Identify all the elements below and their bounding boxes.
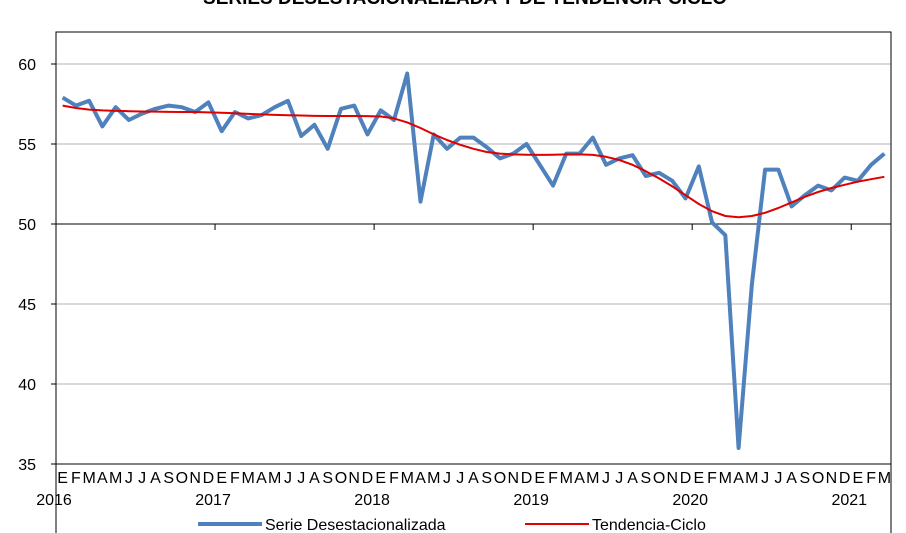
x-tick-label: F xyxy=(71,470,81,487)
x-tick-label: S xyxy=(322,470,333,487)
legend-label-tendencia: Tendencia-Ciclo xyxy=(592,517,706,533)
x-tick-label: O xyxy=(176,470,188,487)
x-tick-label: S xyxy=(481,470,492,487)
x-tick-label: D xyxy=(203,470,215,487)
x-tick-label: A xyxy=(415,470,426,487)
year-label: 2016 xyxy=(36,492,72,509)
x-tick-label: A xyxy=(256,470,267,487)
x-tick-label: F xyxy=(548,470,558,487)
x-tick-label: A xyxy=(786,470,797,487)
x-tick-label: M xyxy=(560,470,573,487)
x-tick-label: J xyxy=(443,470,451,487)
y-tick-label: 45 xyxy=(18,297,36,314)
x-tick-label: M xyxy=(109,470,122,487)
x-tick-label: J xyxy=(602,470,610,487)
y-tick-label: 60 xyxy=(18,57,36,74)
x-tick-label: A xyxy=(150,470,161,487)
x-tick-label: E xyxy=(216,470,227,487)
x-tick-label: M xyxy=(401,470,414,487)
x-tick-label: A xyxy=(309,470,320,487)
x-tick-label: S xyxy=(800,470,811,487)
x-tick-label: E xyxy=(693,470,704,487)
x-tick-label: J xyxy=(138,470,146,487)
x-tick-label: O xyxy=(653,470,665,487)
x-tick-label: M xyxy=(427,470,440,487)
x-tick-label: J xyxy=(297,470,305,487)
x-tick-label: M xyxy=(745,470,758,487)
x-tick-label: E xyxy=(853,470,864,487)
x-tick-label: M xyxy=(719,470,732,487)
x-tick-label: O xyxy=(335,470,347,487)
x-tick-label: D xyxy=(521,470,533,487)
x-tick-label: D xyxy=(839,470,851,487)
x-tick-label: M xyxy=(878,470,891,487)
year-label: 2021 xyxy=(831,492,867,509)
x-tick-label: J xyxy=(774,470,782,487)
x-tick-label: D xyxy=(680,470,692,487)
x-tick-label: M xyxy=(82,470,95,487)
series-line-tendencia-ciclo xyxy=(62,104,885,219)
year-label: 2018 xyxy=(354,492,390,509)
y-tick-label: 50 xyxy=(18,217,36,234)
x-tick-label: O xyxy=(494,470,506,487)
x-tick-label: M xyxy=(586,470,599,487)
x-tick-label: A xyxy=(627,470,638,487)
x-tick-label: D xyxy=(362,470,374,487)
x-tick-label: F xyxy=(866,470,876,487)
x-tick-label: N xyxy=(667,470,679,487)
x-tick-label: F xyxy=(389,470,399,487)
y-tick-label: 55 xyxy=(18,137,36,154)
plot-area-border xyxy=(55,31,892,465)
year-label: 2020 xyxy=(672,492,708,509)
x-tick-label: J xyxy=(125,470,133,487)
x-tick-label: A xyxy=(574,470,585,487)
x-tick-label: A xyxy=(733,470,744,487)
x-tick-label: F xyxy=(230,470,240,487)
x-tick-label: A xyxy=(97,470,108,487)
y-tick-label: 40 xyxy=(18,377,36,394)
series-line-desestacionalizada xyxy=(61,71,886,450)
x-tick-label: O xyxy=(812,470,824,487)
x-tick-label: F xyxy=(707,470,717,487)
legend: Serie Desestacionalizada Tendencia-Ciclo xyxy=(198,517,706,533)
x-tick-label: J xyxy=(761,470,769,487)
x-tick-label: N xyxy=(507,470,519,487)
x-tick-label: E xyxy=(57,470,68,487)
x-tick-label: S xyxy=(640,470,651,487)
chart-title: SERIES DESESTACIONALIZADA Y DE TENDENCIA… xyxy=(203,0,727,9)
x-tick-label: M xyxy=(268,470,281,487)
year-label: 2017 xyxy=(195,492,231,509)
x-tick-label: J xyxy=(615,470,623,487)
y-tick-label: 35 xyxy=(18,457,36,474)
x-tick-label: N xyxy=(189,470,201,487)
x-tick-label: N xyxy=(348,470,360,487)
x-tick-label: M xyxy=(242,470,255,487)
x-tick-label: E xyxy=(534,470,545,487)
legend-label-desestacionalizada: Serie Desestacionalizada xyxy=(265,517,446,533)
x-tick-label: N xyxy=(826,470,838,487)
x-tick-label: J xyxy=(284,470,292,487)
x-tick-label: J xyxy=(456,470,464,487)
year-label: 2019 xyxy=(513,492,549,509)
x-tick-label: S xyxy=(163,470,174,487)
x-tick-label: A xyxy=(468,470,479,487)
x-tick-label: E xyxy=(375,470,386,487)
